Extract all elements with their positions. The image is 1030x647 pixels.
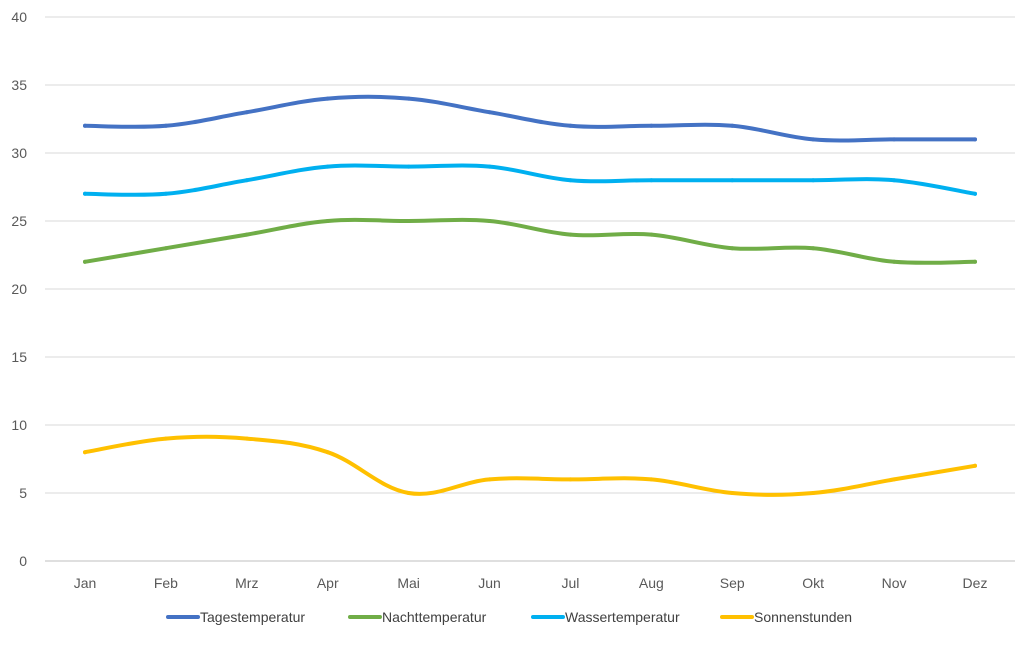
x-tick-label: Aug [639, 575, 664, 591]
y-tick-label: 15 [11, 349, 27, 365]
x-tick-label: Dez [963, 575, 988, 591]
x-tick-label: Jan [74, 575, 97, 591]
legend: Tagestemperatur Nachttemperatur Wassertemp… [166, 609, 852, 625]
x-tick-label: Feb [154, 575, 178, 591]
data-point-wassertemperatur [244, 178, 249, 183]
x-tick-label: Okt [802, 575, 824, 591]
data-point-sonnenstunden [325, 450, 330, 455]
data-point-nachttemperatur [649, 232, 654, 237]
data-point-nachttemperatur [730, 246, 735, 251]
data-point-tagestemperatur [406, 96, 411, 101]
data-point-sonnenstunden [892, 477, 897, 482]
data-point-sonnenstunden [244, 436, 249, 441]
x-tick-label: Nov [882, 575, 907, 591]
data-point-wassertemperatur [568, 178, 573, 183]
data-point-tagestemperatur [325, 96, 330, 101]
series-line-wassertemperatur [83, 163, 977, 197]
y-tick-label: 35 [11, 77, 27, 93]
y-tick-label: 40 [11, 9, 27, 25]
legend-label: Wassertemperatur [565, 609, 680, 625]
data-point-nachttemperatur [487, 219, 492, 223]
data-point-sonnenstunden [406, 491, 411, 495]
data-point-tagestemperatur [83, 123, 87, 128]
data-point-tagestemperatur [163, 123, 168, 128]
data-point-wassertemperatur [406, 164, 411, 169]
data-point-wassertemperatur [730, 178, 735, 183]
data-point-wassertemperatur [83, 191, 87, 196]
data-point-tagestemperatur [730, 123, 735, 128]
x-tick-label: Mrz [235, 575, 258, 591]
x-tick-label: Jun [478, 575, 501, 591]
data-point-tagestemperatur [487, 110, 492, 115]
series-line-nachttemperatur [83, 217, 977, 265]
y-tick-label: 0 [19, 553, 27, 569]
x-tick-label: Apr [317, 575, 339, 591]
data-point-nachttemperatur [163, 246, 168, 251]
gridlines [45, 16, 1015, 562]
legend-label: Nachttemperatur [382, 609, 487, 625]
data-point-tagestemperatur [568, 123, 573, 128]
legend-label: Tagestemperatur [200, 609, 305, 625]
data-point-sonnenstunden [163, 436, 168, 441]
data-point-sonnenstunden [973, 463, 977, 468]
legend-item: Nachttemperatur [348, 609, 487, 625]
data-point-wassertemperatur [649, 178, 654, 183]
data-point-sonnenstunden [811, 491, 816, 495]
data-point-nachttemperatur [892, 259, 897, 264]
data-point-tagestemperatur [892, 137, 897, 142]
data-point-tagestemperatur [649, 123, 654, 128]
data-point-sonnenstunden [568, 477, 573, 482]
legend-label: Sonnenstunden [754, 609, 852, 625]
legend-item: Sonnenstunden [720, 609, 852, 625]
data-point-wassertemperatur [163, 191, 168, 196]
y-tick-label: 30 [11, 145, 27, 161]
data-point-tagestemperatur [811, 137, 816, 142]
data-point-nachttemperatur [811, 246, 816, 251]
data-point-nachttemperatur [83, 259, 87, 264]
series-line-sonnenstunden [83, 434, 977, 497]
y-axis-ticks: 0 5 10 15 20 25 30 35 40 [11, 9, 27, 569]
y-tick-label: 25 [11, 213, 27, 229]
x-tick-label: Mai [397, 575, 420, 591]
y-tick-label: 10 [11, 417, 27, 433]
data-point-sonnenstunden [487, 477, 492, 482]
y-tick-label: 5 [19, 485, 27, 501]
series-lines [83, 94, 977, 497]
data-point-wassertemperatur [325, 164, 330, 169]
data-point-nachttemperatur [244, 232, 249, 237]
data-point-nachttemperatur [325, 219, 330, 223]
data-point-wassertemperatur [973, 191, 977, 196]
data-point-sonnenstunden [730, 491, 735, 495]
data-point-wassertemperatur [892, 178, 897, 183]
series-line-tagestemperatur [83, 94, 977, 143]
data-point-tagestemperatur [244, 110, 249, 115]
data-point-sonnenstunden [649, 477, 654, 482]
data-point-tagestemperatur [973, 137, 977, 142]
data-point-wassertemperatur [811, 178, 816, 183]
y-tick-label: 20 [11, 281, 27, 297]
data-point-nachttemperatur [406, 219, 411, 223]
x-axis-ticks: Jan Feb Mrz Apr Mai Jun Jul Aug Sep Okt Nov Dez [74, 575, 988, 591]
data-point-wassertemperatur [487, 164, 492, 169]
legend-item: Wassertemperatur [531, 609, 680, 625]
data-point-sonnenstunden [83, 450, 87, 455]
data-point-nachttemperatur [568, 232, 573, 237]
legend-item: Tagestemperatur [166, 609, 305, 625]
data-point-nachttemperatur [973, 259, 977, 264]
x-tick-label: Sep [720, 575, 745, 591]
x-tick-label: Jul [562, 575, 580, 591]
